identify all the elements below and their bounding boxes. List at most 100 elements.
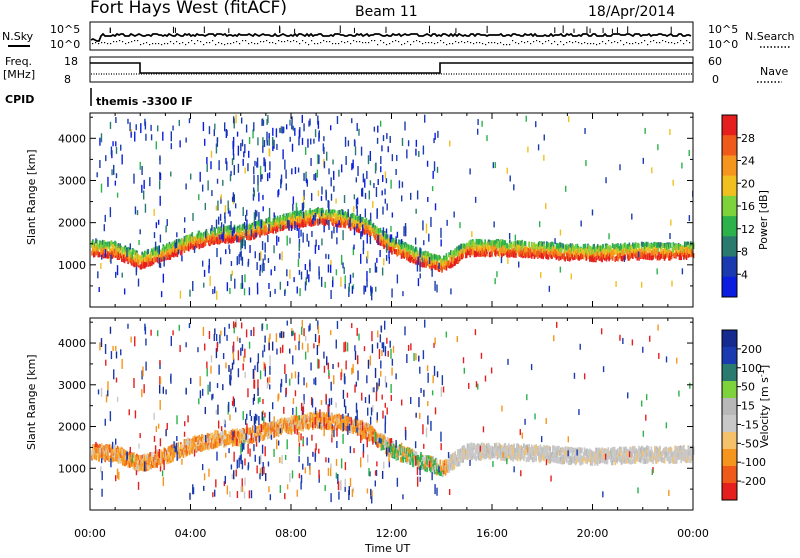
scatter-point	[207, 180, 208, 190]
scatter-point	[369, 268, 370, 273]
y-tick-label: 3000	[58, 174, 86, 187]
noise-search-point	[644, 40, 645, 41]
range-gate-point	[96, 455, 98, 460]
range-gate-point	[139, 455, 141, 460]
range-gate-point	[373, 223, 375, 228]
noise-search-point	[464, 42, 465, 43]
scatter-point	[311, 193, 312, 201]
scatter-point	[437, 131, 438, 138]
noise-search-point	[680, 40, 681, 41]
noise-search-point	[323, 40, 324, 41]
scatter-point	[122, 273, 123, 278]
range-gate-point	[525, 241, 527, 246]
scatter-point	[267, 140, 268, 145]
noise-search-point	[416, 40, 417, 41]
scatter-point	[159, 245, 160, 254]
scatter-point	[172, 125, 173, 130]
noise-search-point	[191, 40, 192, 41]
scatter-point	[208, 265, 209, 273]
scatter-point	[386, 244, 387, 253]
scatter-point	[310, 138, 311, 144]
scatter-point	[493, 221, 494, 227]
scatter-point	[446, 220, 447, 226]
noise-search-point	[209, 42, 210, 43]
scatter-point	[217, 201, 218, 211]
scatter-point	[348, 209, 349, 217]
noise-search-point	[179, 43, 180, 44]
noise-search-point	[659, 42, 660, 43]
scatter-point	[297, 225, 298, 231]
scatter-point	[145, 204, 146, 213]
scatter-point	[134, 132, 135, 142]
noise-search-point	[401, 44, 402, 45]
noise-search-point	[110, 43, 111, 44]
scatter-point	[319, 219, 320, 225]
scatter-point	[386, 178, 387, 183]
scatter-point	[315, 240, 316, 247]
scatter-point	[423, 240, 424, 245]
noise-search-point	[515, 42, 516, 43]
scatter-point	[212, 289, 213, 294]
scatter-point	[280, 224, 281, 229]
noise-search-point	[545, 41, 546, 42]
scatter-point	[171, 131, 172, 141]
scatter-point	[331, 194, 332, 201]
y-tick-label: 1000	[58, 259, 86, 272]
noise-search-point	[278, 40, 279, 41]
scatter-point	[254, 190, 255, 197]
scatter-point	[496, 271, 497, 277]
scatter-point	[99, 138, 100, 146]
noise-search-point	[479, 42, 480, 43]
scatter-point	[318, 190, 319, 196]
noise-search-point	[629, 43, 630, 44]
range-gate-point	[210, 433, 212, 438]
scatter-point	[408, 140, 409, 146]
scatter-point	[337, 116, 338, 124]
scatter-point	[435, 203, 436, 210]
scatter-point	[415, 149, 416, 156]
noise-search-point	[245, 40, 246, 41]
scatter-point	[214, 286, 215, 293]
noise-search-point	[632, 43, 633, 44]
noise-search-point	[476, 42, 477, 43]
range-gate-point	[585, 244, 587, 249]
range-gate-point	[103, 445, 105, 450]
scatter-point	[253, 175, 254, 184]
scatter-point	[210, 161, 211, 169]
scatter-point	[308, 274, 309, 282]
noise-left-tick-top: 10^5	[50, 23, 80, 36]
scatter-point	[176, 232, 177, 237]
scatter-point	[501, 257, 502, 263]
noise-search-point	[182, 42, 183, 43]
scatter-point	[249, 287, 250, 295]
scatter-point	[285, 170, 286, 179]
scatter-point	[270, 291, 271, 297]
scatter-point	[236, 235, 237, 242]
scatter-point	[493, 162, 494, 168]
noise-search-point	[362, 42, 363, 43]
scatter-point	[384, 189, 385, 195]
scatter-point	[273, 245, 274, 253]
scatter-point	[396, 155, 397, 161]
scatter-point	[386, 133, 387, 139]
range-gate-point	[177, 442, 179, 447]
range-gate-point	[655, 254, 657, 259]
scatter-point	[224, 216, 225, 223]
scatter-point	[301, 272, 302, 280]
noise-search-point	[485, 44, 486, 45]
noise-search-point	[653, 40, 654, 41]
range-gate-point	[502, 239, 504, 244]
scatter-point	[129, 122, 130, 131]
noise-search-point	[161, 44, 162, 45]
scatter-point	[303, 173, 304, 181]
scatter-point	[259, 270, 260, 276]
scatter-point	[571, 273, 572, 279]
range-gate-point	[151, 452, 153, 457]
range-gate-point	[417, 250, 419, 255]
noise-search-point	[296, 41, 297, 42]
scatter-point	[362, 224, 363, 230]
scatter-point	[459, 222, 460, 228]
scatter-point	[229, 288, 230, 294]
scatter-point	[117, 193, 118, 198]
scatter-point	[216, 291, 217, 300]
